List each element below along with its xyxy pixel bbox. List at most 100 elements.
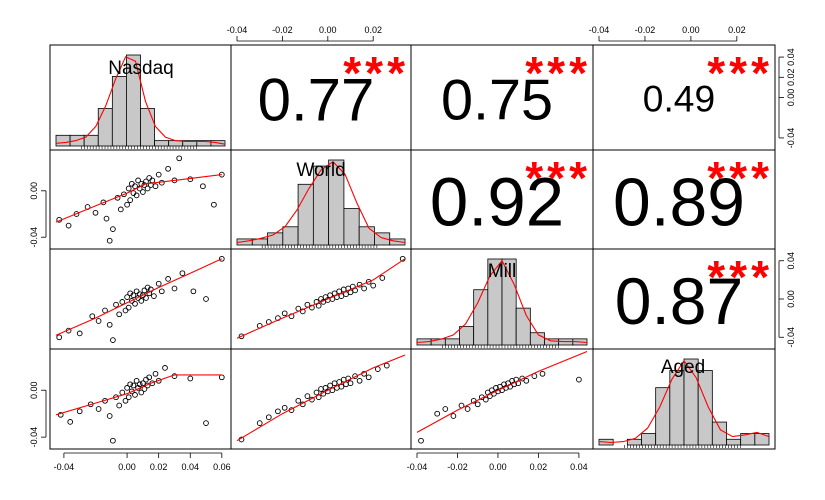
scatter-point-r3-c2-3	[450, 413, 457, 419]
axis-tick-label: -0.04	[786, 128, 796, 149]
axis-tick-label: 0.00	[118, 462, 136, 472]
scatter-point-r3-c2-30	[576, 376, 582, 383]
variable-label-world: World	[296, 160, 345, 181]
scatter-point-r3-c0-32	[187, 375, 194, 382]
scatter-point-r1-c0-34	[176, 155, 183, 162]
histogram-bar-world-8	[358, 226, 375, 246]
axis-tick-label: 0.06	[213, 462, 231, 472]
right-axis-row0: -0.04 0.00 0.02 0.04	[778, 48, 796, 149]
axis-tick-label: 0.00	[786, 89, 796, 107]
fit-line-r2-c1	[236, 258, 406, 339]
fit-line-r2-c0	[55, 258, 223, 336]
scatter-point-r2-c0-21	[138, 298, 145, 304]
scatter-point-r2-c0-15	[128, 298, 135, 304]
panel-frame-r3-c2	[410, 348, 594, 450]
scatter-point-r3-c2-2	[442, 406, 449, 412]
scatter-point-r3-c0-34	[218, 374, 225, 381]
scatter-point-r1-c0-31	[158, 179, 165, 186]
axis-tick-label: 0.00	[29, 381, 39, 399]
histogram-bar-aged-5	[669, 370, 685, 446]
variable-label-aged: Aged	[661, 357, 705, 378]
fit-line-r3-c0	[55, 374, 222, 416]
scatter-point-r3-c1-30	[374, 366, 381, 372]
scatter-point-r1-c0-1	[65, 222, 72, 229]
histogram-bar-world-7	[343, 208, 360, 246]
axis-tick-label: 0.00	[682, 25, 700, 35]
scatter-point-r1-c0-25	[144, 185, 151, 192]
scatter-point-r1-c0-23	[141, 182, 148, 188]
scatter-point-r3-c0-0	[57, 411, 64, 418]
scatter-point-r2-c1-29	[361, 285, 367, 292]
scatter-point-r1-c0-4	[92, 209, 99, 216]
scatter-point-r2-c1-33	[399, 255, 406, 262]
fit-line-r3-c1	[236, 354, 406, 442]
scatter-point-r2-c0-31	[165, 276, 171, 282]
scatter-point-r2-c0-33	[179, 270, 186, 277]
axis-tick-label: 0.04	[570, 462, 588, 472]
histogram-bar-aged-8	[711, 421, 727, 446]
scatter-point-r2-c0-34	[190, 288, 197, 295]
left-axis-row3: -0.04 0.00	[29, 381, 47, 447]
scatter-point-r3-c0-9	[116, 402, 123, 409]
axis-tick-label: -0.02	[272, 25, 293, 35]
scatter-point-r3-c1-27	[356, 377, 363, 384]
scatter-point-r1-c0-18	[133, 192, 140, 199]
histogram-bar-mill-2	[444, 338, 460, 346]
scatter-point-r3-c2-29	[539, 370, 546, 377]
scatter-point-r2-c1-32	[379, 275, 386, 281]
scatter-point-r3-c0-16	[130, 382, 137, 389]
scatter-point-r3-c2-26	[519, 375, 526, 382]
scatter-point-r3-c2-5	[464, 406, 471, 412]
scatter-point-r1-c0-22	[140, 189, 146, 195]
top-axis-col3: -0.04 -0.02 0.00 0.02	[589, 25, 746, 42]
scatter-point-r2-c0-24	[143, 295, 149, 301]
scatter-point-r3-c0-7	[110, 437, 116, 444]
scatter-point-r1-c0-8	[110, 226, 116, 232]
scatter-point-r1-c0-2	[73, 211, 80, 217]
histogram-bar-world-6	[328, 159, 345, 246]
scatter-point-r2-c0-17	[132, 300, 138, 307]
scatter-point-r3-c1-10	[313, 389, 320, 396]
axis-tick-label: -0.02	[447, 462, 468, 472]
scatter-point-r3-c2-7	[474, 401, 481, 408]
scatter-point-r2-c0-28	[151, 293, 157, 299]
axis-tick-label: 0.00	[29, 182, 39, 200]
axis-tick-label: 0.02	[786, 69, 796, 87]
scatter-point-r3-c2-1	[434, 410, 441, 417]
scatter-point-r3-c0-6	[106, 413, 113, 419]
significance-stars-r2-c3: ***	[707, 251, 773, 303]
scatter-point-r3-c0-11	[122, 397, 129, 404]
axis-tick-label: 0.00	[786, 290, 796, 308]
histogram-bar-nasdaq-6	[140, 108, 155, 147]
scatter-point-r2-c0-11	[122, 307, 129, 314]
scatter-point-r3-c0-1	[67, 419, 74, 425]
correlation-value-r0-c3: 0.49	[643, 78, 715, 120]
scatter-point-r2-c0-3	[89, 313, 96, 320]
right-axis-row2: -0.04 0.00 0.04	[778, 252, 796, 348]
scatter-point-r3-c0-2	[76, 408, 83, 415]
scatter-point-r2-c0-7	[110, 337, 116, 343]
scatter-point-r3-c0-20	[136, 381, 143, 388]
scatter-point-r2-c0-35	[203, 296, 209, 302]
scatter-point-r1-c0-5	[100, 199, 107, 206]
scatter-point-r2-c0-2	[76, 330, 83, 337]
scatter-point-r3-c0-4	[95, 406, 102, 412]
scatter-point-r2-c0-23	[141, 287, 148, 294]
scatter-point-r3-c0-18	[133, 377, 140, 384]
correlation-value-r0-c1: 0.77	[258, 66, 375, 133]
scatter-point-r3-c1-1	[256, 420, 263, 426]
axis-tick-label: -0.04	[407, 462, 428, 472]
axis-tick-label: 0.04	[786, 252, 796, 270]
scatter-point-r3-c1-8	[304, 393, 311, 399]
axis-tick-label: -0.04	[54, 462, 75, 472]
scatter-point-r3-c1-25	[347, 380, 354, 387]
scatter-point-r3-c1-12	[318, 386, 324, 392]
histogram-bar-mill-4	[473, 289, 489, 346]
scatter-point-r3-c1-16	[327, 382, 333, 389]
axis-tick-label: -0.04	[29, 227, 39, 248]
scatter-point-r1-c0-13	[125, 185, 132, 192]
scatter-point-r3-c1-2	[265, 414, 272, 421]
axis-tick-label: 0.02	[728, 25, 746, 35]
histogram-bar-nasdaq-4	[111, 76, 127, 147]
